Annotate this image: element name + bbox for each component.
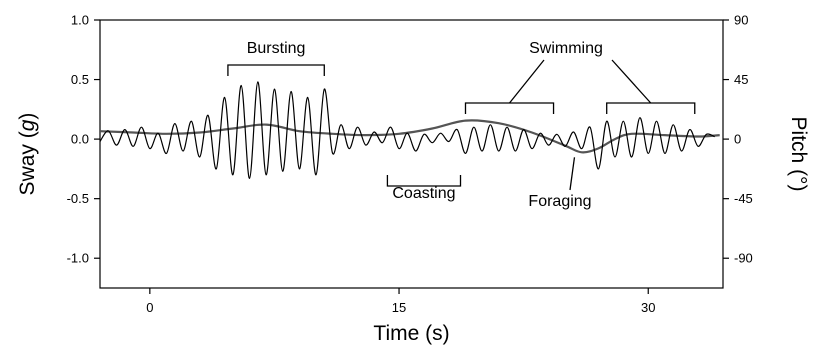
y-left-title-prefix: Sway ( [16, 131, 39, 195]
annotation-bracket [606, 102, 696, 114]
annotation-bracket [464, 102, 555, 114]
plot-frame [99, 19, 724, 289]
series-pitch-line [99, 119, 720, 154]
x-tick-label: 15 [392, 300, 406, 315]
y-right-tick-label: -90 [734, 251, 753, 266]
axes [99, 19, 724, 289]
y-left-tick-label: 1.0 [71, 13, 89, 28]
annotation-bracket [227, 64, 325, 76]
annotations: Bursting Coasting Swimming Foraging [227, 40, 696, 210]
y-right-tick-label: 0 [734, 132, 741, 147]
y-right-tick-label: 90 [734, 13, 748, 28]
annotation-leader-line [509, 59, 545, 104]
annotation-leader-line [569, 157, 576, 191]
y-left-tick-label: -1.0 [67, 251, 89, 266]
x-tick-label: 30 [641, 300, 655, 315]
annotation-leader-line [611, 59, 652, 104]
y-left-title-suffix: ) [16, 113, 39, 120]
annotation-label-swimming: Swimming [529, 40, 603, 57]
annotation-bracket [386, 175, 462, 187]
y-left-tick-label: -0.5 [67, 191, 89, 206]
x-axis-title: Time (s) [373, 322, 449, 345]
annotation-label: Coasting [392, 185, 455, 202]
y-axis-left-title: Sway (g) [16, 113, 39, 196]
y-right-tick-label: 45 [734, 72, 748, 87]
annotation-label-foraging: Foraging [528, 193, 591, 210]
ticks: 0 15 30 1.0 0.5 0.0 -0.5 -1.0 90 45 0 -45 -90 [67, 13, 753, 316]
y-left-tick-label: 0.0 [71, 132, 89, 147]
x-tick-label: 0 [146, 300, 153, 315]
y-axis-right-title: Pitch (°) [787, 117, 810, 192]
annotation-label: Bursting [247, 40, 306, 57]
series [99, 81, 720, 180]
y-left-title-unit: g [16, 119, 39, 131]
y-right-tick-label: -45 [734, 191, 753, 206]
series-sway-line [99, 81, 715, 180]
y-left-tick-label: 0.5 [71, 72, 89, 87]
